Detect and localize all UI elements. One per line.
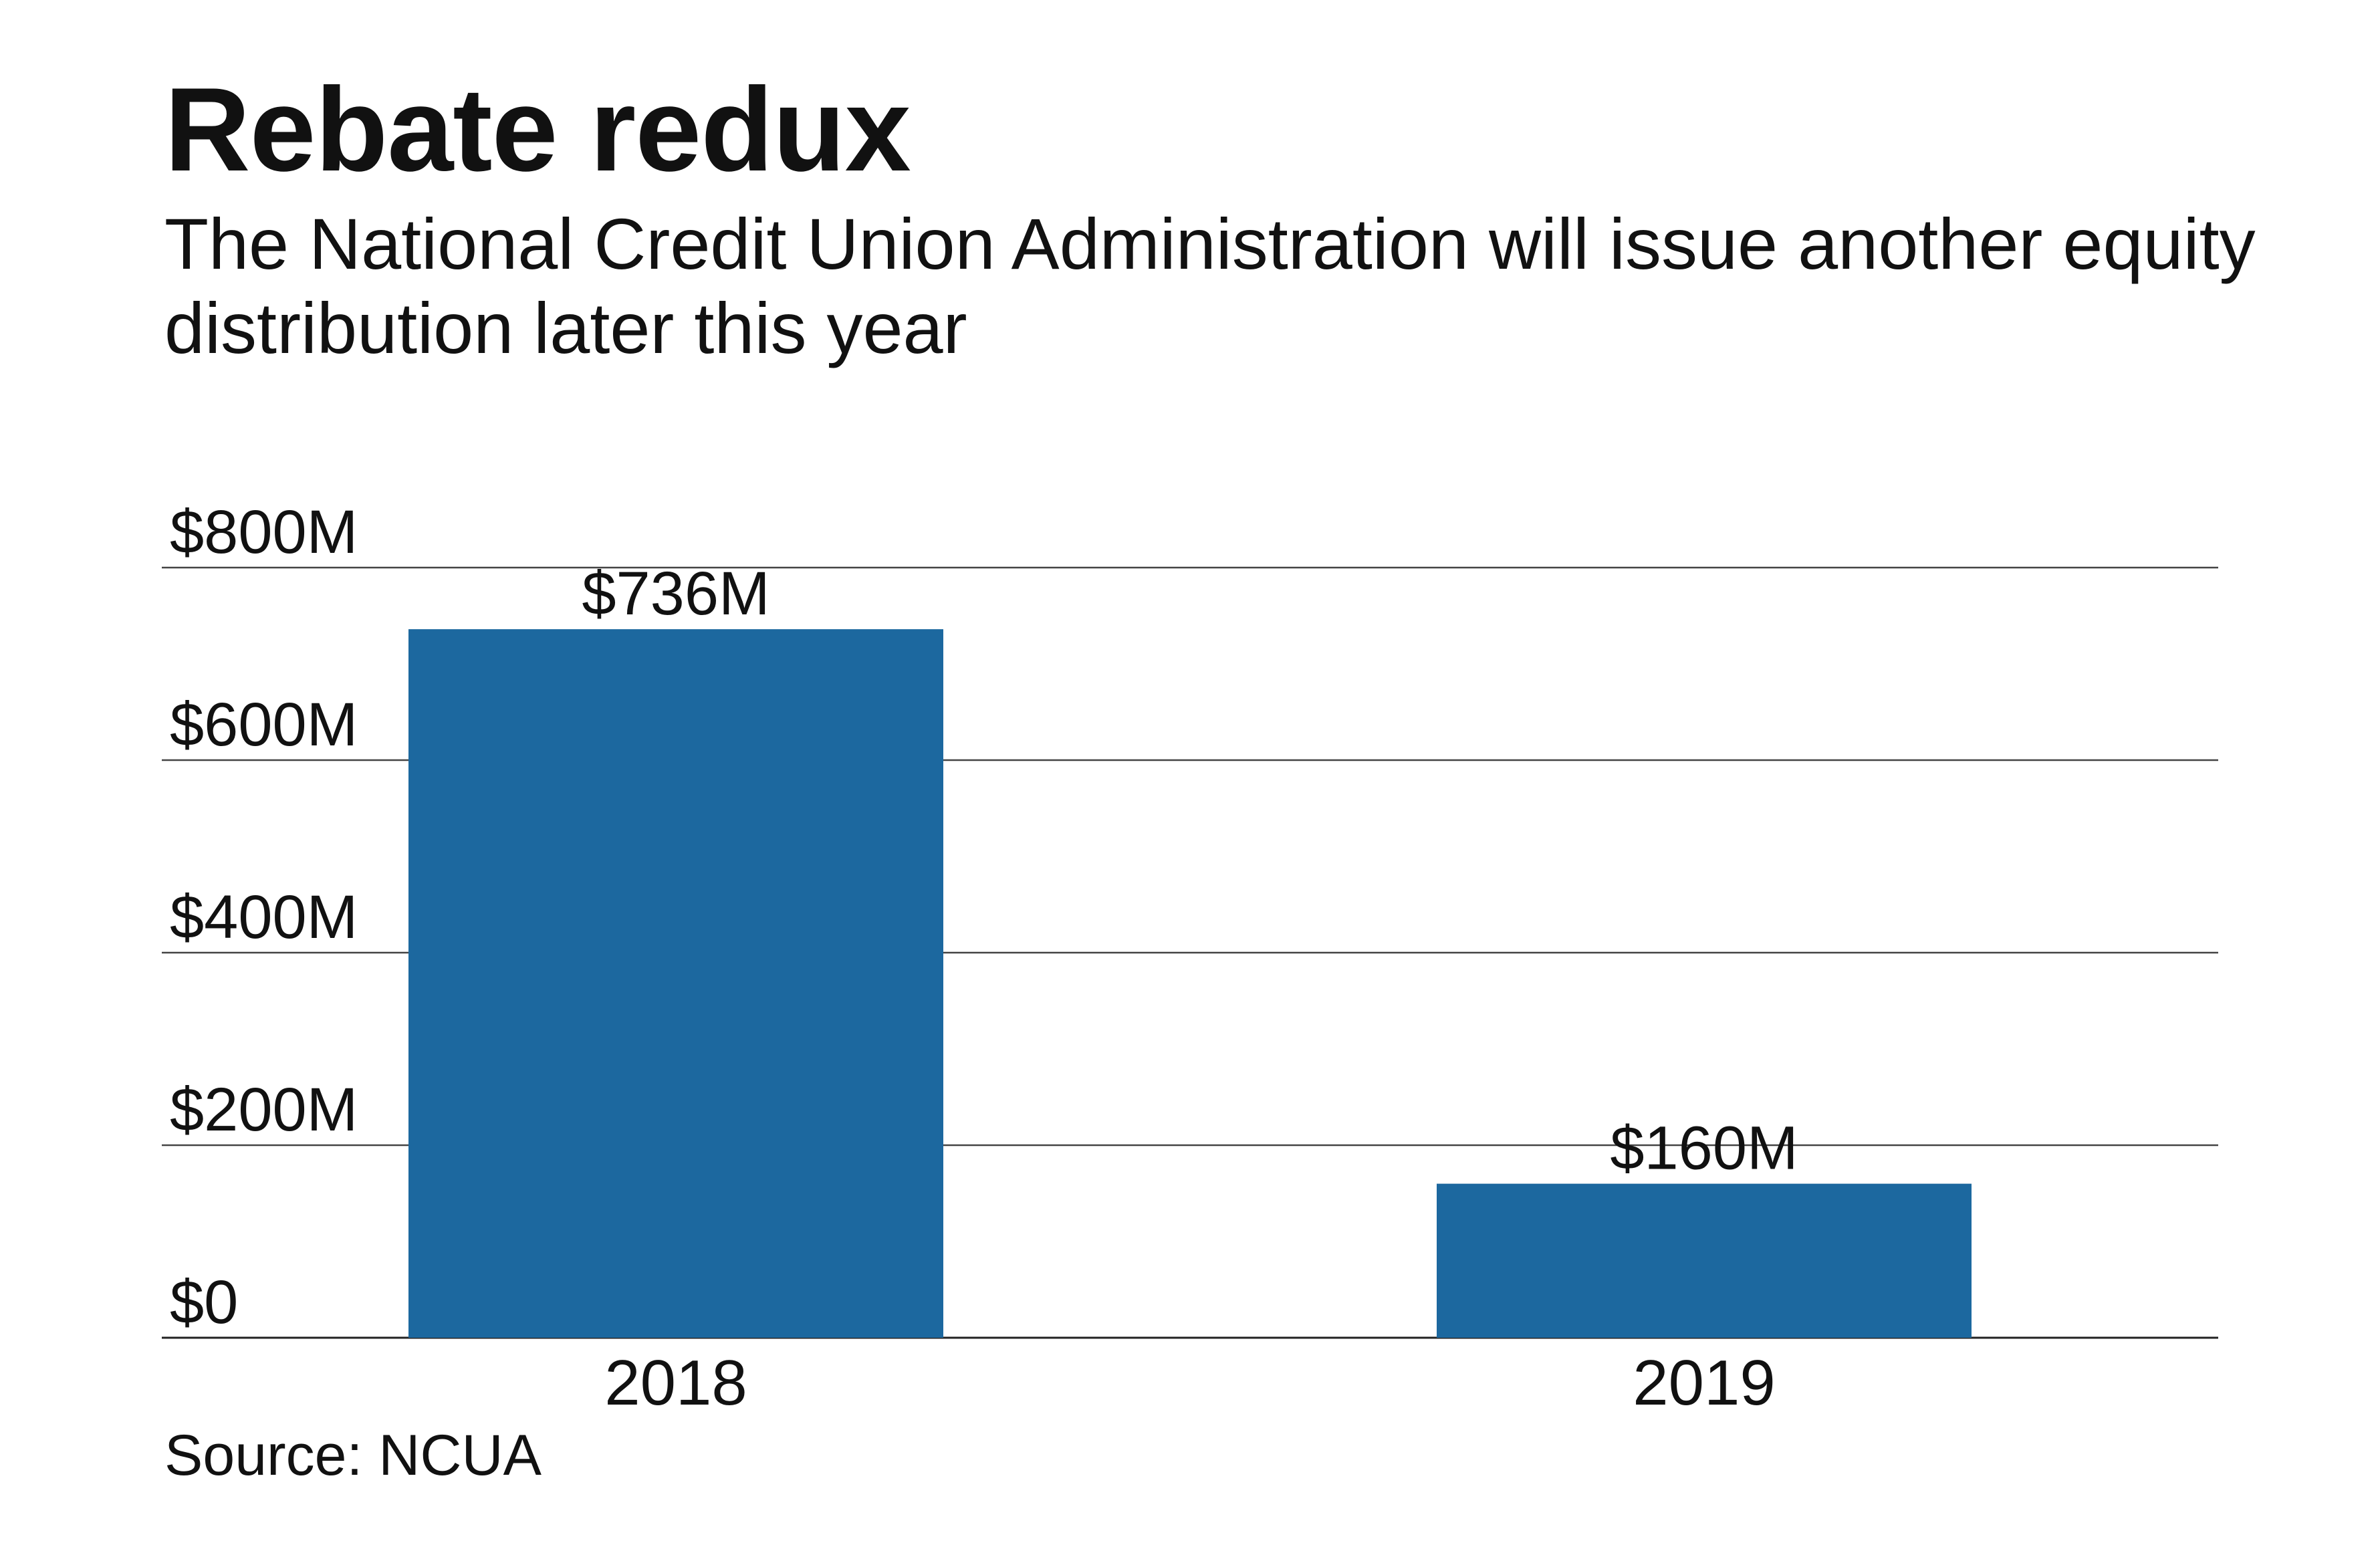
bar-2019 xyxy=(1437,1183,1972,1338)
chart-title: Rebate redux xyxy=(164,63,911,196)
x-tick-label-2019: 2019 xyxy=(1633,1347,1776,1419)
value-label-2018: $736M xyxy=(582,560,769,628)
bar-2018 xyxy=(408,629,943,1338)
bars xyxy=(408,629,1972,1338)
x-axis-tick-labels: 2018 2019 xyxy=(604,1347,1776,1419)
x-tick-label-2018: 2018 xyxy=(604,1347,747,1419)
chart-subtitle: The National Credit Union Administration… xyxy=(164,203,2256,368)
source-note: Source: NCUA xyxy=(164,1423,542,1487)
value-label-2019: $160M xyxy=(1610,1114,1798,1183)
y-tick-label: $600M xyxy=(170,691,358,759)
y-tick-label: $400M xyxy=(170,883,358,951)
y-tick-label: $0 xyxy=(170,1268,238,1336)
y-axis-tick-labels: $0 $200M $400M $600M $800M xyxy=(170,498,358,1336)
y-tick-label: $800M xyxy=(170,498,358,566)
value-labels: $736M $160M xyxy=(582,560,1798,1182)
y-tick-label: $200M xyxy=(170,1076,358,1144)
